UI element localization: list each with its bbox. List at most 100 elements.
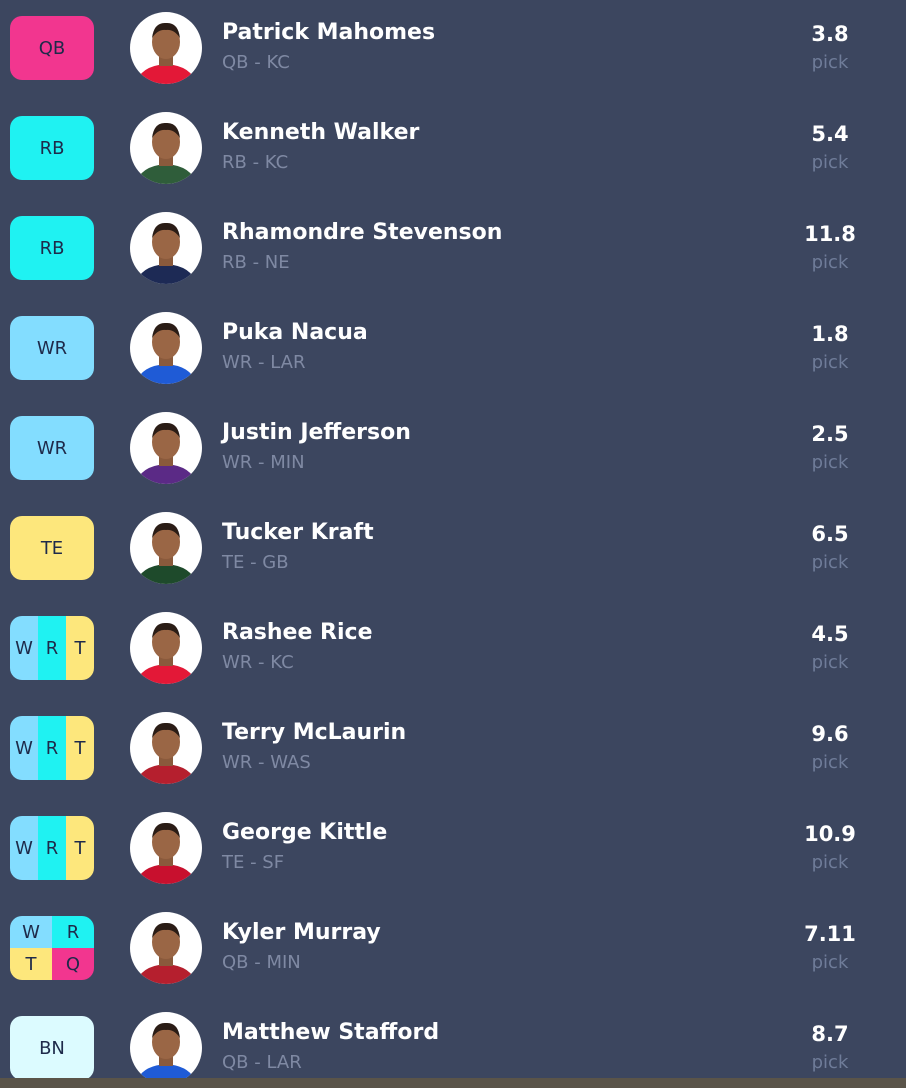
player-row[interactable]: W R T Q Kyler Murray QB - MIN 7.11 pick [0,900,906,1000]
player-name: Terry McLaurin [222,720,407,745]
avatar-shape [152,325,180,359]
player-position-team: WR - LAR [222,352,306,373]
player-position-team: QB - KC [222,52,290,73]
player-row[interactable]: W R T George Kittle TE - SF 10.9 pick [0,800,906,900]
slot-part: QB [10,16,94,80]
avatar-shape [152,925,180,959]
player-position-team: TE - SF [222,852,285,873]
avatar-shape [152,125,180,159]
slot-part: R [38,716,66,780]
avatar-shape [152,622,180,638]
player-avatar [130,112,202,184]
player-avatar [130,812,202,884]
player-avatar [130,612,202,684]
player-name: Patrick Mahomes [222,20,436,45]
avatar-shape [152,122,180,138]
pick-label: pick [811,852,849,873]
pick-label: pick [811,952,849,973]
slot-part: W [10,616,38,680]
slot-badge: TE [10,516,94,580]
player-name: Matthew Stafford [222,1020,440,1045]
avatar-shape [136,1064,196,1078]
player-name: Justin Jefferson [222,420,411,445]
slot-part: RB [10,216,94,280]
player-row[interactable]: RB Kenneth Walker RB - KC 5.4 pick [0,100,906,200]
pick-label: pick [811,52,849,73]
avatar-shape [152,422,180,438]
player-position-team: QB - LAR [222,1052,302,1073]
avatar-shape [136,464,196,484]
avatar-shape [152,25,180,59]
slot-part: R [38,616,66,680]
player-name: Tucker Kraft [222,520,374,545]
slot-badge: RB [10,216,94,280]
pick-label: pick [811,552,849,573]
pick-label: pick [811,152,849,173]
pick-label: pick [811,252,849,273]
player-position-team: WR - MIN [222,452,305,473]
slot-part: W [10,816,38,880]
pick-value: 5.4 [811,122,849,146]
player-row[interactable]: TE Tucker Kraft TE - GB 6.5 pick [0,500,906,600]
slot-part: TE [10,516,94,580]
slot-part: T [66,616,94,680]
avatar-shape [152,825,180,859]
player-position-team: WR - KC [222,652,294,673]
avatar-shape [152,525,180,559]
pick-value: 4.5 [811,622,849,646]
player-position-team: RB - KC [222,152,289,173]
avatar-shape [136,564,196,584]
player-row[interactable]: W R T Terry McLaurin WR - WAS 9.6 pick [0,700,906,800]
player-row[interactable]: W R T Rashee Rice WR - KC 4.5 pick [0,600,906,700]
slot-badge: BN [10,1016,94,1078]
avatar-shape [136,364,196,384]
player-avatar [130,912,202,984]
pick-label: pick [811,1052,849,1073]
slot-badge: RB [10,116,94,180]
pick-label: pick [811,352,849,373]
slot-part: W [10,916,52,948]
avatar-shape [136,64,196,84]
player-avatar [130,12,202,84]
avatar-shape [152,725,180,759]
player-avatar [130,212,202,284]
avatar-shape [152,322,180,338]
player-row[interactable]: WR Puka Nacua WR - LAR 1.8 pick [0,300,906,400]
slot-part: Q [52,948,94,980]
avatar-shape [152,522,180,538]
avatar-shape [152,822,180,838]
slot-part: T [10,948,52,980]
slot-badge: WR [10,416,94,480]
slot-part: BN [10,1016,94,1078]
pick-value: 7.11 [804,922,856,946]
pick-label: pick [811,752,849,773]
player-name: Rhamondre Stevenson [222,220,503,245]
avatar-shape [152,225,180,259]
player-row[interactable]: RB Rhamondre Stevenson RB - NE 11.8 pick [0,200,906,300]
slot-part: T [66,716,94,780]
avatar-shape [152,222,180,238]
pick-value: 6.5 [811,522,849,546]
player-row[interactable]: BN Matthew Stafford QB - LAR 8.7 pick [0,1000,906,1078]
slot-part: WR [10,416,94,480]
avatar-shape [152,425,180,459]
player-name: George Kittle [222,820,388,845]
player-avatar [130,512,202,584]
avatar-shape [152,1022,180,1038]
pick-value: 8.7 [811,1022,849,1046]
avatar-shape [136,864,196,884]
avatar-shape [152,625,180,659]
pick-value: 2.5 [811,422,849,446]
avatar-shape [152,922,180,938]
avatar-shape [152,722,180,738]
slot-part: RB [10,116,94,180]
avatar-shape [136,264,196,284]
player-row[interactable]: WR Justin Jefferson WR - MIN 2.5 pick [0,400,906,500]
player-avatar [130,412,202,484]
player-row[interactable]: QB Patrick Mahomes QB - KC 3.8 pick [0,0,906,100]
pick-value: 9.6 [811,722,849,746]
